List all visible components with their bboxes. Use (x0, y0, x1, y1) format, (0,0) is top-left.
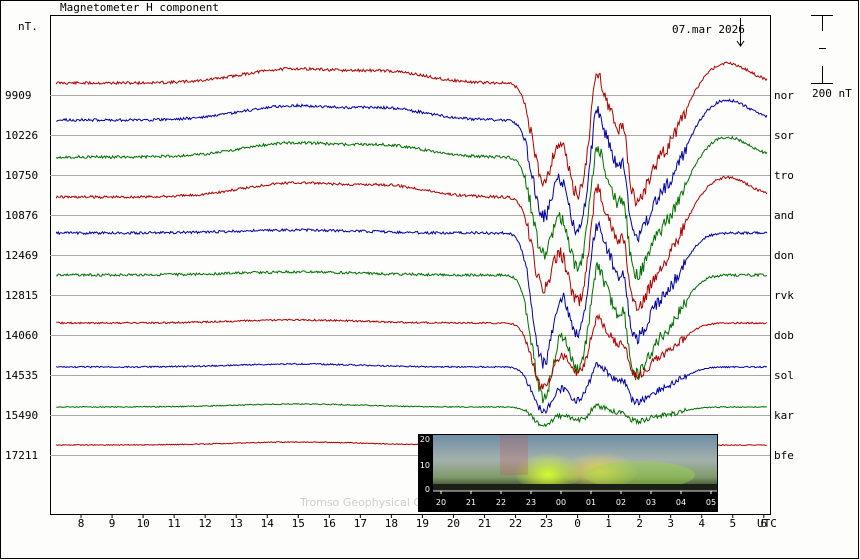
date-marker-arrow (736, 18, 745, 47)
baseline-value: 14060 (5, 329, 38, 342)
station-label: and (774, 209, 794, 222)
series-line-tro (55, 135, 768, 281)
baseline-value: 12815 (5, 289, 38, 302)
x-tick-label: 23 (540, 517, 553, 530)
station-label: nor (774, 89, 794, 102)
station-label: tro (774, 169, 794, 182)
inset-y-tick: 20 (420, 435, 430, 444)
x-tick-label: 5 (729, 517, 736, 530)
plot-frame (50, 15, 771, 515)
series-line-rvk (56, 262, 768, 404)
x-tick-label: 1 (605, 517, 612, 530)
x-tick-label: 13 (230, 517, 243, 530)
x-tick-label: 18 (385, 517, 398, 530)
x-tick-label: 19 (416, 517, 429, 530)
y-unit-label: nT. (18, 20, 38, 33)
series-line-sor (56, 98, 768, 243)
inset-x-tick-label: 03 (646, 498, 656, 507)
inset-y-ticks: 20 10 0 (420, 435, 430, 494)
x-tick-label: 11 (168, 517, 181, 530)
baseline-value: 10750 (5, 169, 38, 182)
date-label: 07.mar 2026 (672, 23, 745, 36)
station-label: dob (774, 329, 794, 342)
station-label: sor (774, 129, 794, 142)
baseline-value: 10876 (5, 209, 38, 222)
chart-title: Magnetometer H component (60, 1, 219, 14)
inset-x-tick-label: 05 (706, 498, 716, 507)
x-tick-label: 0 (574, 517, 581, 530)
inset-x-tick-label: 23 (526, 498, 536, 507)
x-tick-label: 22 (509, 517, 522, 530)
scale-bar (811, 15, 833, 84)
x-tick-label: 9 (109, 517, 116, 530)
baseline-value: 17211 (5, 449, 38, 462)
x-tick-label: 3 (667, 517, 674, 530)
baseline-value: 9909 (5, 89, 32, 102)
inset-x-tick-label: 04 (676, 498, 686, 507)
station-label: kar (774, 409, 794, 422)
scale-bar-label: 200 nT (812, 87, 852, 100)
inset-x-tick-label: 01 (586, 498, 596, 507)
x-tick-label: 21 (478, 517, 491, 530)
aurora-keogram-inset: 20 10 0 20 21 22 23 00 01 02 03 04 05 (418, 434, 718, 512)
x-tick-label: 12 (199, 517, 212, 530)
series-line-and (55, 175, 768, 312)
series-line-kar (56, 402, 767, 428)
series-line-dob (56, 313, 768, 391)
footer-credit: Tromso Geophysical O (299, 496, 422, 509)
x-tick-label: 6 (760, 517, 767, 530)
inset-x-ticks: 20 21 22 23 00 01 02 03 04 05 (436, 491, 716, 507)
x-unit-label: UTC (757, 517, 777, 530)
x-tick-label: 14 (261, 517, 275, 530)
inset-y-tick: 10 (420, 461, 430, 470)
station-label: sol (774, 369, 794, 382)
inset-x-tick-label: 00 (556, 498, 566, 507)
x-tick-label: 8 (78, 517, 85, 530)
baseline-value: 10226 (5, 129, 38, 142)
series-line-nor (55, 61, 768, 208)
inset-x-tick-label: 20 (436, 498, 446, 507)
x-tick-label: 17 (354, 517, 367, 530)
x-tick-label: 4 (698, 517, 705, 530)
x-tick-label: 16 (323, 517, 336, 530)
baseline-value: 12469 (5, 249, 38, 262)
series-line-sol (55, 362, 768, 414)
station-label: don (774, 249, 794, 262)
x-tick-label: 2 (636, 517, 643, 530)
series-line-don (55, 220, 768, 369)
station-label: rvk (774, 289, 794, 302)
inset-x-tick-label: 02 (616, 498, 626, 507)
baseline-labels: 9909 10226 10750 10876 12469 12815 14060 14535 1… (5, 89, 38, 462)
x-tick-label: 15 (292, 517, 305, 530)
x-tick-label: 20 (447, 517, 460, 530)
x-axis-ticks: 8 9 10 11 12 13 14 15 16 17 18 19 20 21 22 23 0 1 2 3 4 5 6 (78, 514, 767, 530)
inset-x-tick-label: 22 (496, 498, 506, 507)
x-tick-label: 10 (136, 517, 149, 530)
series-lines (55, 61, 768, 459)
baseline-value: 15490 (5, 409, 38, 422)
station-labels: nor sor tro and don rvk dob sol kar bfe (774, 89, 794, 462)
inset-y-tick: 0 (425, 485, 430, 494)
inset-x-tick-label: 21 (466, 498, 476, 507)
station-label: bfe (774, 449, 794, 462)
baseline-value: 14535 (5, 369, 38, 382)
